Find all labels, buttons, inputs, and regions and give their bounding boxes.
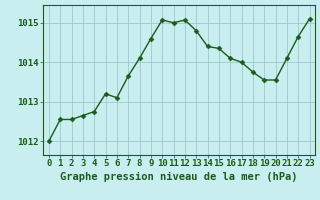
X-axis label: Graphe pression niveau de la mer (hPa): Graphe pression niveau de la mer (hPa) <box>60 172 298 182</box>
